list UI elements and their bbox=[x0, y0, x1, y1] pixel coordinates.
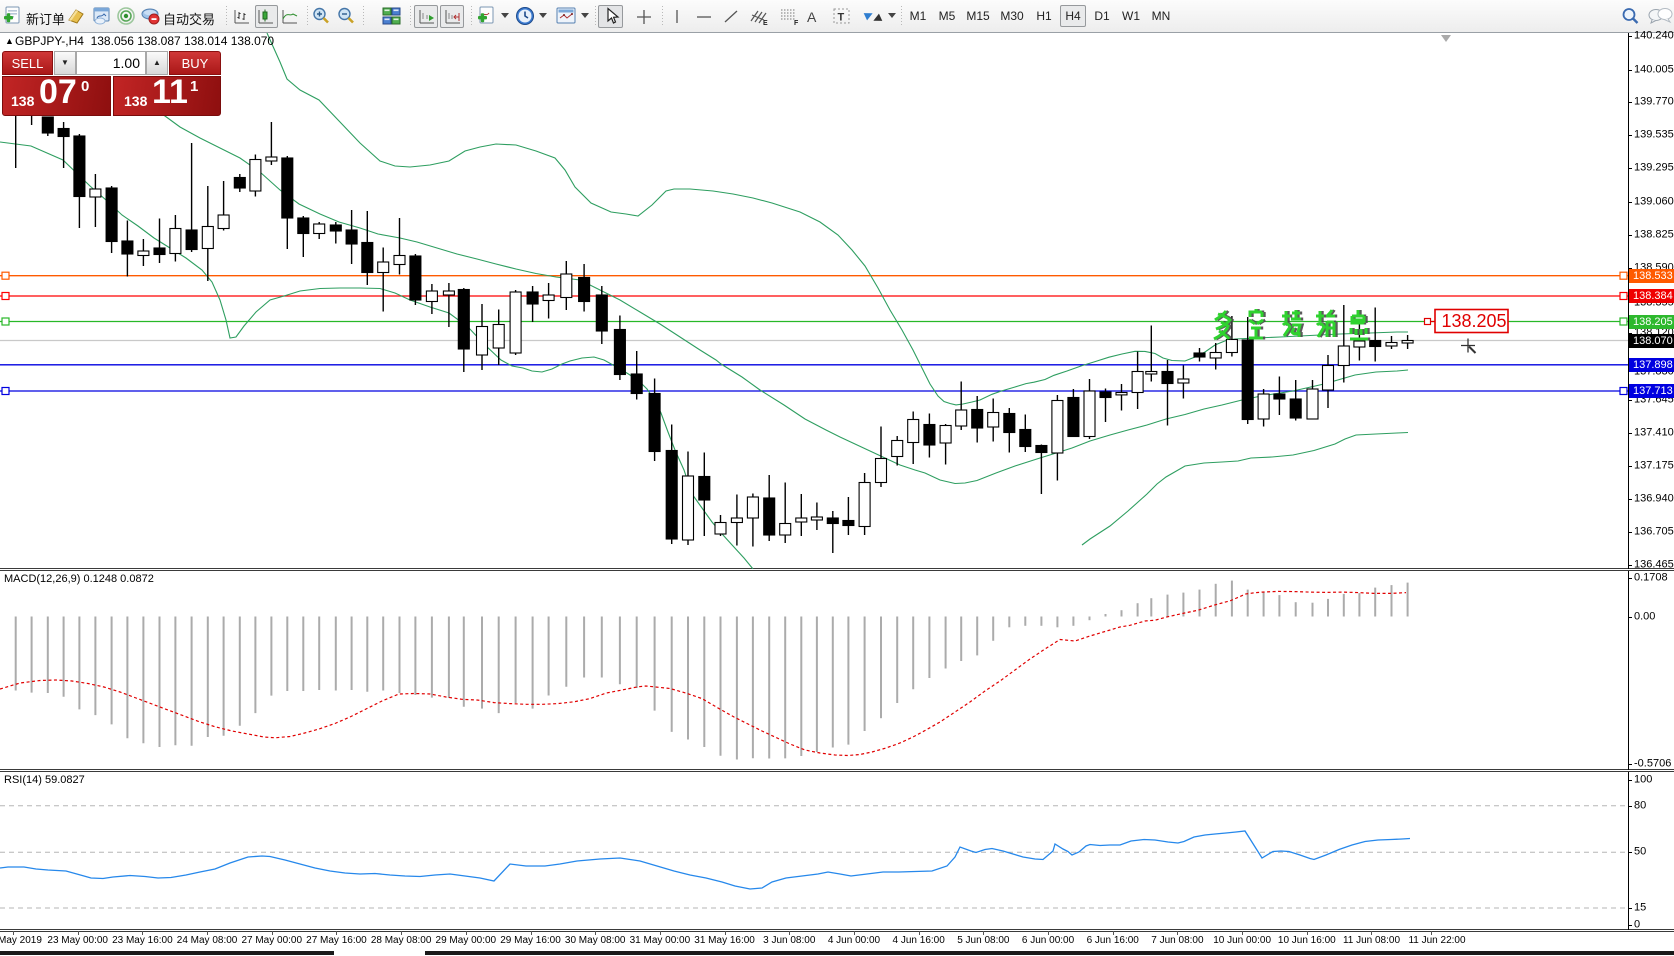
svg-text:E: E bbox=[763, 20, 768, 26]
svg-text:T: T bbox=[838, 12, 845, 24]
svg-text:F: F bbox=[794, 20, 799, 26]
svg-text:138.205: 138.205 bbox=[1442, 311, 1507, 331]
